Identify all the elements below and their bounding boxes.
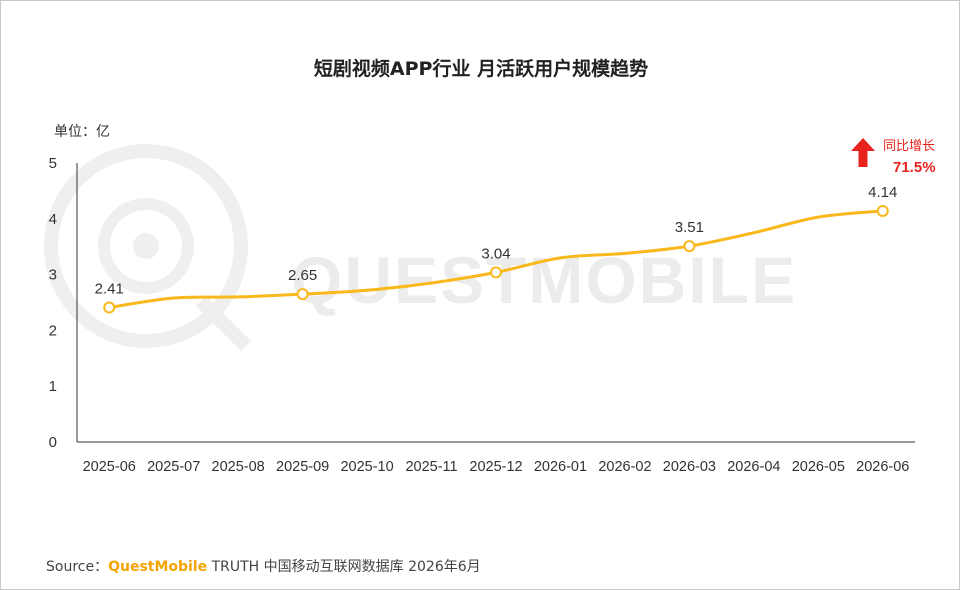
yoy-growth-annotation: 同比增长 71.5% xyxy=(851,138,936,176)
data-labels: 2.41 2.65 3.04 3.51 4.14 xyxy=(95,184,898,298)
y-tick-label: 5 xyxy=(49,155,57,172)
chart-title: 短剧视频APP行业 月活跃用户规模趋势 xyxy=(314,57,648,80)
x-tick-label: 2025-09 xyxy=(276,459,329,475)
data-point-marker xyxy=(490,266,502,279)
y-tick-label: 1 xyxy=(49,378,57,395)
data-point-marker xyxy=(296,288,309,301)
watermark-logo-icon xyxy=(44,144,251,351)
x-tick-label: 2025-11 xyxy=(405,459,457,475)
data-label: 3.51 xyxy=(675,219,704,236)
x-tick-labels: 2025-06 2025-07 2025-08 2025-09 2025-10 2025-… xyxy=(83,459,910,475)
x-tick-label: 2026-04 xyxy=(727,459,780,475)
up-arrow-icon xyxy=(851,138,875,167)
source-rest: TRUTH 中国移动互联网数据库 2026年6月 xyxy=(207,559,481,575)
y-tick-labels: 0 1 2 3 4 5 xyxy=(49,155,57,451)
y-tick-label: 0 xyxy=(49,434,57,451)
y-tick-label: 3 xyxy=(49,267,57,284)
watermark: QUESTMOBILE xyxy=(44,144,797,351)
x-tick-label: 2025-08 xyxy=(212,459,265,475)
x-tick-label: 2025-12 xyxy=(469,459,522,475)
watermark-text: QUESTMOBILE xyxy=(291,243,797,317)
y-tick-label: 4 xyxy=(49,211,57,228)
data-point-marker xyxy=(876,204,889,217)
x-tick-label: 2025-10 xyxy=(340,459,393,475)
source-prefix: Source： xyxy=(46,559,109,575)
source-brand: QuestMobile xyxy=(108,559,208,575)
source-note: Source：QuestMobile TRUTH 中国移动互联网数据库 2026… xyxy=(46,556,481,576)
y-tick-label: 2 xyxy=(49,322,57,339)
x-tick-label: 2026-02 xyxy=(598,459,651,475)
growth-value: 71.5% xyxy=(893,159,936,176)
growth-label: 同比增长 xyxy=(883,139,935,154)
x-tick-label: 2025-06 xyxy=(83,459,136,475)
data-label: 4.14 xyxy=(868,184,897,201)
x-tick-label: 2025-07 xyxy=(147,459,200,475)
x-tick-label: 2026-06 xyxy=(856,459,909,475)
data-label: 2.65 xyxy=(288,267,317,284)
data-label: 3.04 xyxy=(481,245,510,262)
x-tick-label: 2026-03 xyxy=(663,459,716,475)
data-point-marker xyxy=(683,240,696,253)
x-tick-label: 2026-05 xyxy=(792,459,845,475)
data-point-markers xyxy=(103,204,889,314)
data-label: 2.41 xyxy=(95,281,124,298)
x-tick-label: 2026-01 xyxy=(534,459,587,475)
data-point-marker xyxy=(103,301,116,314)
y-unit-label: 单位：亿 xyxy=(54,124,110,140)
